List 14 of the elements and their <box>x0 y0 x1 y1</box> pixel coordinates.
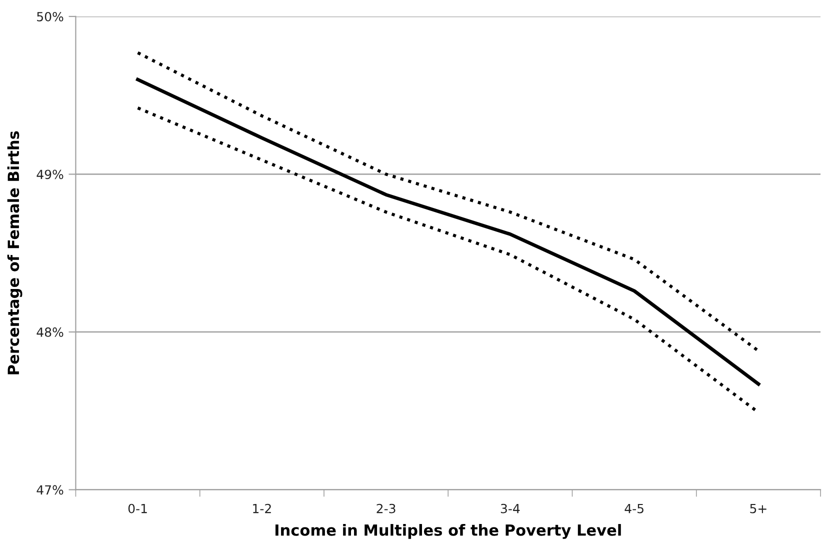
y-axis-title: Percentage of Female Births <box>7 131 22 374</box>
x-tick-label: 0-1 <box>128 504 147 514</box>
line-series <box>136 51 760 352</box>
y-tick-label: 47% <box>36 485 64 495</box>
x-tick-label: 1-2 <box>253 504 271 514</box>
line-series <box>136 78 760 386</box>
x-axis-title: Income in Multiples of the Poverty Level <box>276 524 621 539</box>
x-tick-label: 4-5 <box>624 504 644 514</box>
x-tick-label: 2-3 <box>376 504 396 514</box>
y-tick-label: 49% <box>36 170 64 180</box>
y-tick-label: 50% <box>37 12 64 22</box>
x-tick-label: 5+ <box>750 504 766 514</box>
y-tick-label: 48% <box>36 327 64 337</box>
x-tick-label: 3-4 <box>500 504 520 514</box>
